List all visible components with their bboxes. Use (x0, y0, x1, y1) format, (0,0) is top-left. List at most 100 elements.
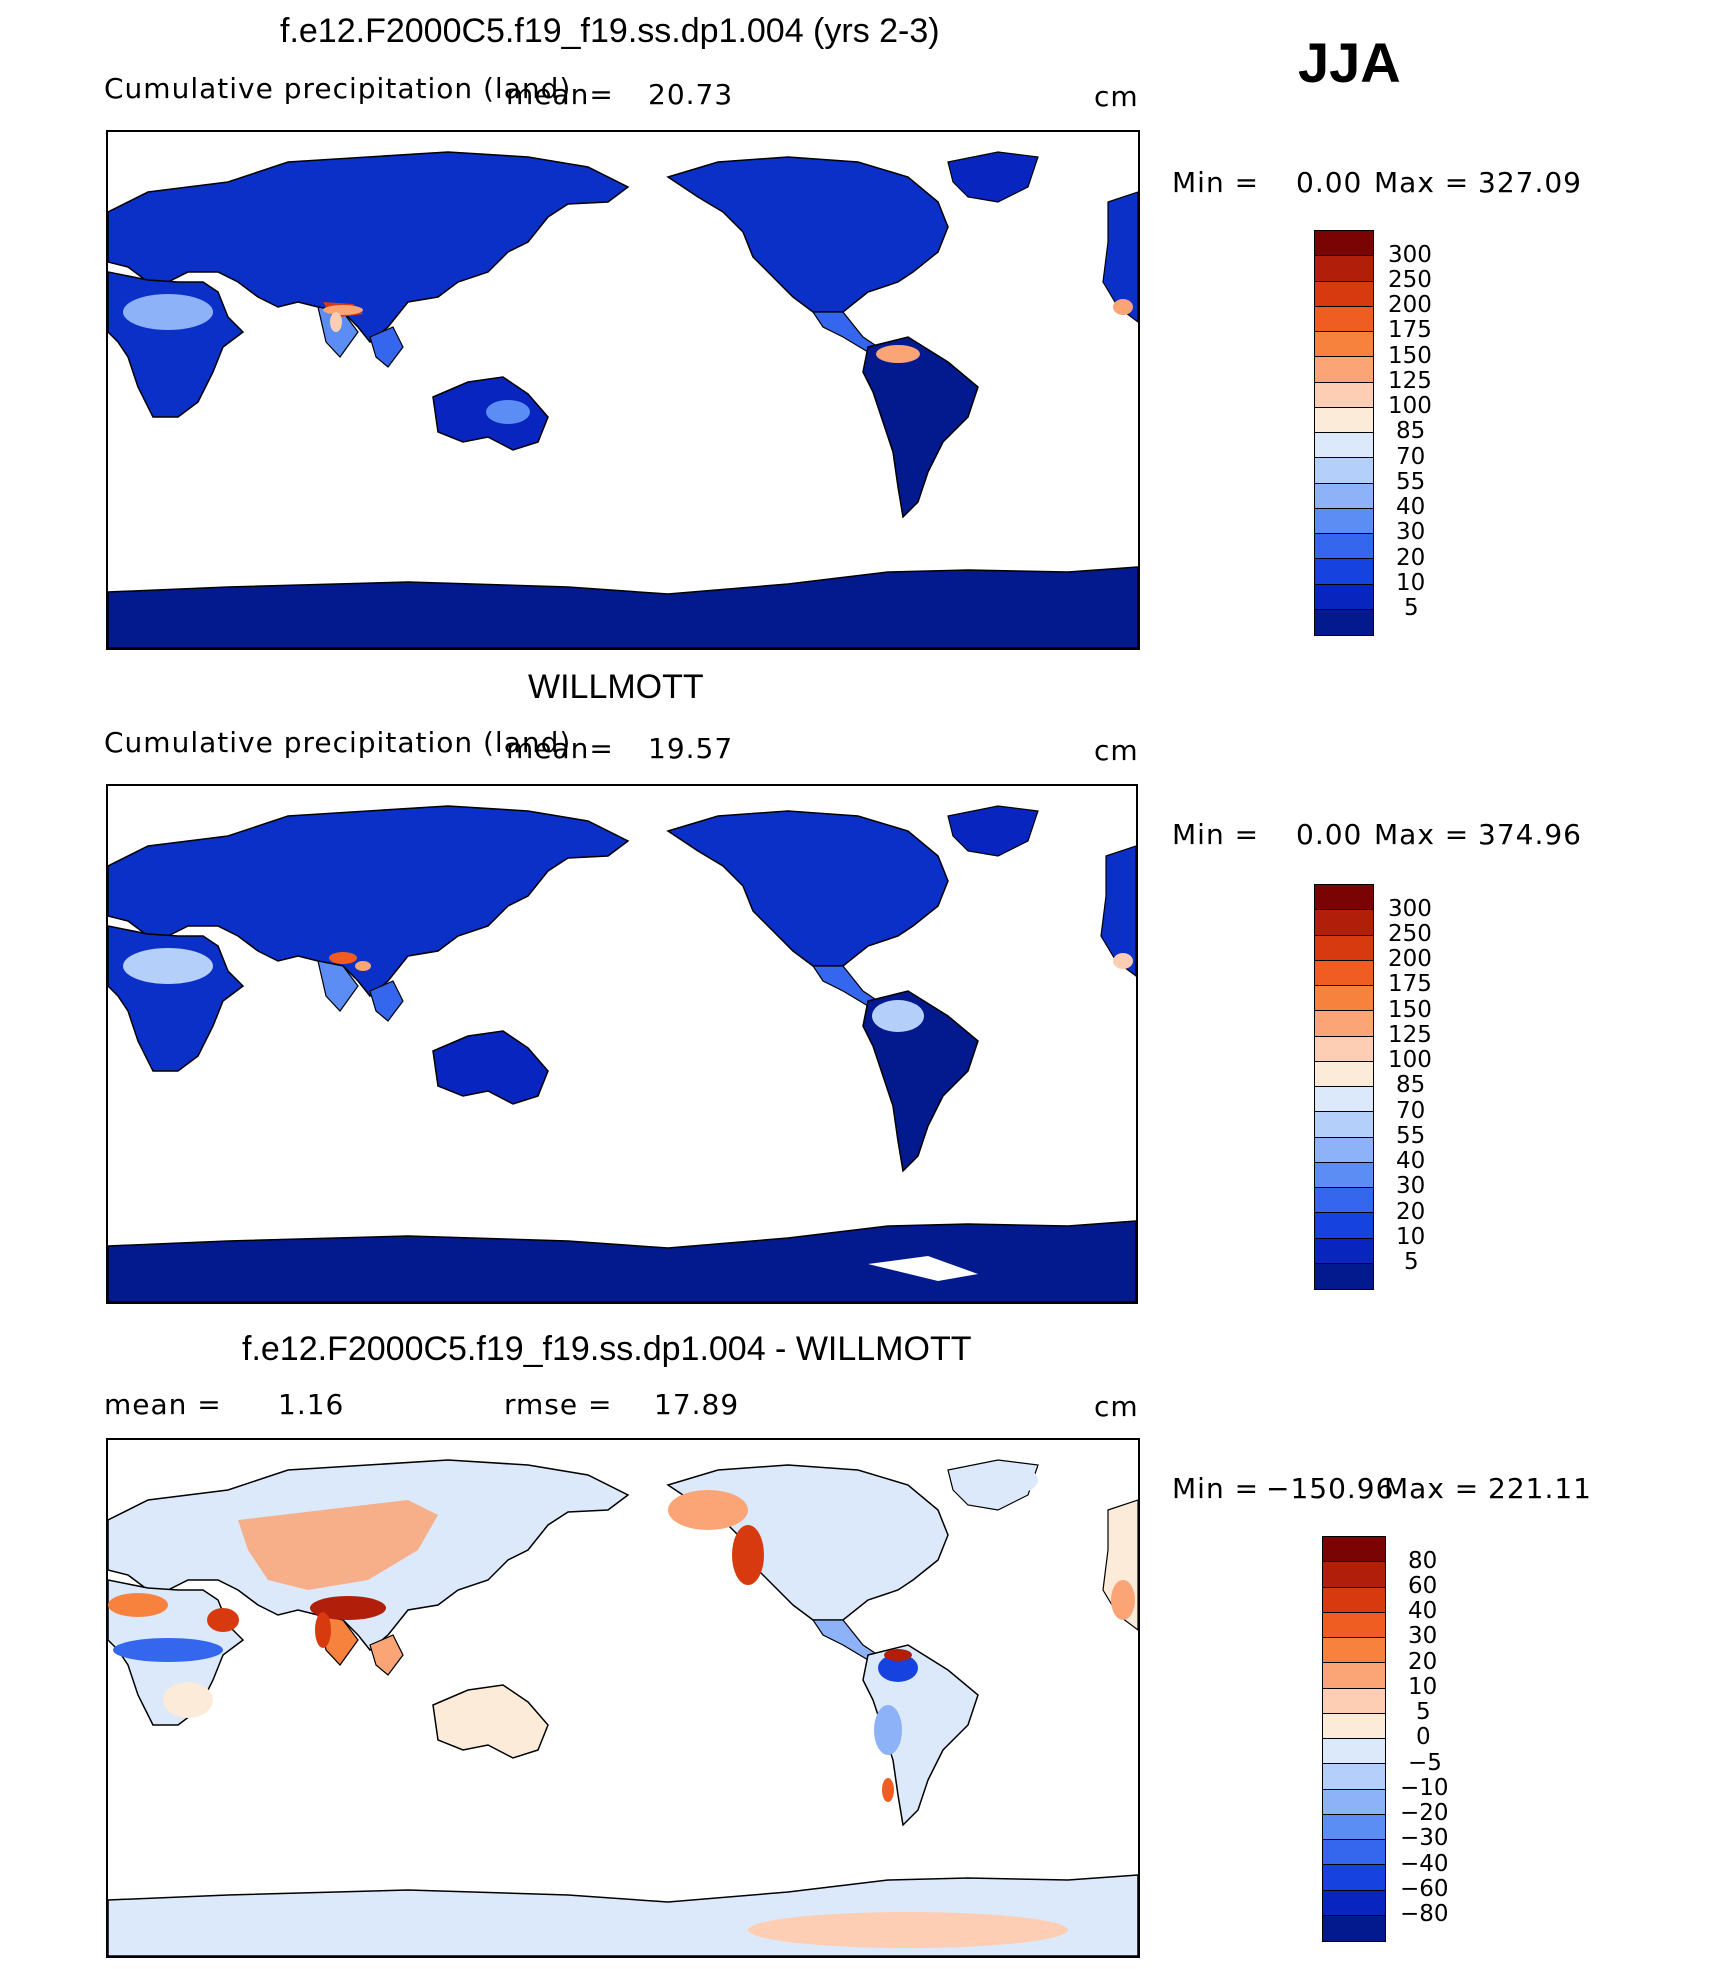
panel3-units: cm (1094, 1390, 1139, 1423)
cbar3-tick-label: 40 (1408, 1598, 1438, 1624)
cbar3-tick-label: 30 (1408, 1623, 1438, 1649)
cbar2-tick-label: 250 (1388, 921, 1432, 947)
cbar3-bin (1323, 1663, 1385, 1689)
cbar3-bin (1323, 1915, 1385, 1941)
cbar2-bin (1315, 1238, 1373, 1264)
cbar1-bin (1315, 534, 1373, 560)
panel2-max-label: Max = (1374, 818, 1470, 851)
panel1-min-value: 0.00 (1296, 166, 1363, 199)
cbar3-tick-label: −5 (1408, 1750, 1442, 1776)
cbar2-tick-label: 100 (1388, 1047, 1432, 1073)
panel3-mean-label: mean = (104, 1388, 222, 1421)
cbar1-bin (1315, 332, 1373, 358)
cbar3-bin (1323, 1562, 1385, 1588)
cbar3-bin (1323, 1865, 1385, 1891)
panel1-mean-label: mean= (506, 78, 614, 111)
panel1-units: cm (1094, 80, 1139, 113)
cbar2-bin (1315, 1162, 1373, 1188)
cbar3-bin (1323, 1587, 1385, 1613)
panel2-min-label: Min = (1172, 818, 1260, 851)
panel1-max-value: 327.09 (1478, 166, 1582, 199)
cbar1-tick-label: 20 (1396, 545, 1426, 571)
cbar2-tick-label: 40 (1396, 1148, 1426, 1174)
cbar3-bin (1323, 1612, 1385, 1638)
difference-anomalies (108, 1465, 1135, 1948)
panel2-colorbar (1314, 884, 1374, 1290)
cbar3-bin (1323, 1739, 1385, 1765)
cbar1-bin (1315, 231, 1373, 257)
panel3-colorbar (1322, 1536, 1386, 1942)
cbar1-bin (1315, 483, 1373, 509)
model-precip-hotspots (123, 294, 1133, 424)
cbar3-tick-label: −60 (1400, 1876, 1449, 1902)
cbar2-tick-label: 70 (1396, 1098, 1426, 1124)
panel2-variable: Cumulative precipitation (land) (104, 726, 572, 759)
cbar3-bin (1323, 1789, 1385, 1815)
panel3-rmse-label: rmse = (504, 1388, 613, 1421)
cbar1-tick-label: 70 (1396, 444, 1426, 470)
cbar3-bin (1323, 1713, 1385, 1739)
cbar3-bin (1323, 1638, 1385, 1664)
cbar3-tick-label: −80 (1400, 1901, 1449, 1927)
cbar1-tick-label: 200 (1388, 292, 1432, 318)
panel3-min-label: Min = (1172, 1472, 1260, 1505)
cbar2-bin (1315, 1011, 1373, 1037)
cbar2-bin (1315, 885, 1373, 911)
cbar3-tick-label: 5 (1416, 1699, 1431, 1725)
cbar3-tick-label: 20 (1408, 1649, 1438, 1675)
cbar2-tick-label: 5 (1404, 1249, 1419, 1275)
cbar2-bin (1315, 1263, 1373, 1289)
cbar1-bin (1315, 306, 1373, 332)
cbar2-bin (1315, 1137, 1373, 1163)
observed-precip-hotspots (123, 948, 1133, 1032)
cbar3-bin (1323, 1890, 1385, 1916)
cbar3-tick-label: 10 (1408, 1674, 1438, 1700)
cbar3-bin (1323, 1814, 1385, 1840)
cbar1-bin (1315, 433, 1373, 459)
cbar1-tick-label: 30 (1396, 519, 1426, 545)
panel1-map (106, 130, 1140, 650)
panel1-colorbar (1314, 230, 1374, 636)
cbar1-tick-label: 5 (1404, 595, 1419, 621)
cbar3-tick-label: −30 (1400, 1825, 1449, 1851)
cbar3-bin (1323, 1764, 1385, 1790)
panel3-rmse-value: 17.89 (654, 1388, 740, 1421)
cbar2-tick-label: 55 (1396, 1123, 1426, 1149)
cbar1-bin (1315, 609, 1373, 635)
cbar3-tick-label: 0 (1416, 1724, 1431, 1750)
cbar1-bin (1315, 256, 1373, 282)
cbar1-tick-label: 55 (1396, 469, 1426, 495)
panel2-mean-value: 19.57 (648, 732, 734, 765)
cbar1-tick-label: 40 (1396, 494, 1426, 520)
observed-precip-land (108, 805, 1136, 1302)
cbar1-tick-label: 250 (1388, 267, 1432, 293)
panel2-title: WILLMOTT (528, 668, 704, 706)
panel2-max-value: 374.96 (1478, 818, 1582, 851)
cbar3-tick-label: −10 (1400, 1775, 1449, 1801)
panel3-title: f.e12.F2000C5.f19_f19.ss.dp1.004 - WILLM… (242, 1330, 972, 1368)
cbar1-bin (1315, 407, 1373, 433)
cbar1-tick-label: 300 (1388, 242, 1432, 268)
cbar2-tick-label: 125 (1388, 1022, 1432, 1048)
cbar2-tick-label: 30 (1396, 1173, 1426, 1199)
cbar2-bin (1315, 935, 1373, 961)
cbar2-bin (1315, 960, 1373, 986)
cbar2-tick-label: 10 (1396, 1224, 1426, 1250)
cbar2-tick-label: 150 (1388, 997, 1432, 1023)
season-label: JJA (1298, 31, 1401, 94)
cbar2-tick-label: 85 (1396, 1072, 1426, 1098)
cbar2-tick-label: 300 (1388, 896, 1432, 922)
cbar3-tick-label: −40 (1400, 1851, 1449, 1877)
panel2-mean-label: mean= (506, 732, 614, 765)
cbar2-bin (1315, 1213, 1373, 1239)
panel2-min-value: 0.00 (1296, 818, 1363, 851)
cbar3-tick-label: −20 (1400, 1800, 1449, 1826)
cbar2-bin (1315, 910, 1373, 936)
cbar3-bin (1323, 1840, 1385, 1866)
panel3-min-value: −150.96 (1266, 1472, 1395, 1505)
cbar3-tick-label: 60 (1408, 1573, 1438, 1599)
panel2-units: cm (1094, 734, 1139, 767)
cbar3-bin (1323, 1688, 1385, 1714)
cbar1-bin (1315, 584, 1373, 610)
cbar1-bin (1315, 559, 1373, 585)
